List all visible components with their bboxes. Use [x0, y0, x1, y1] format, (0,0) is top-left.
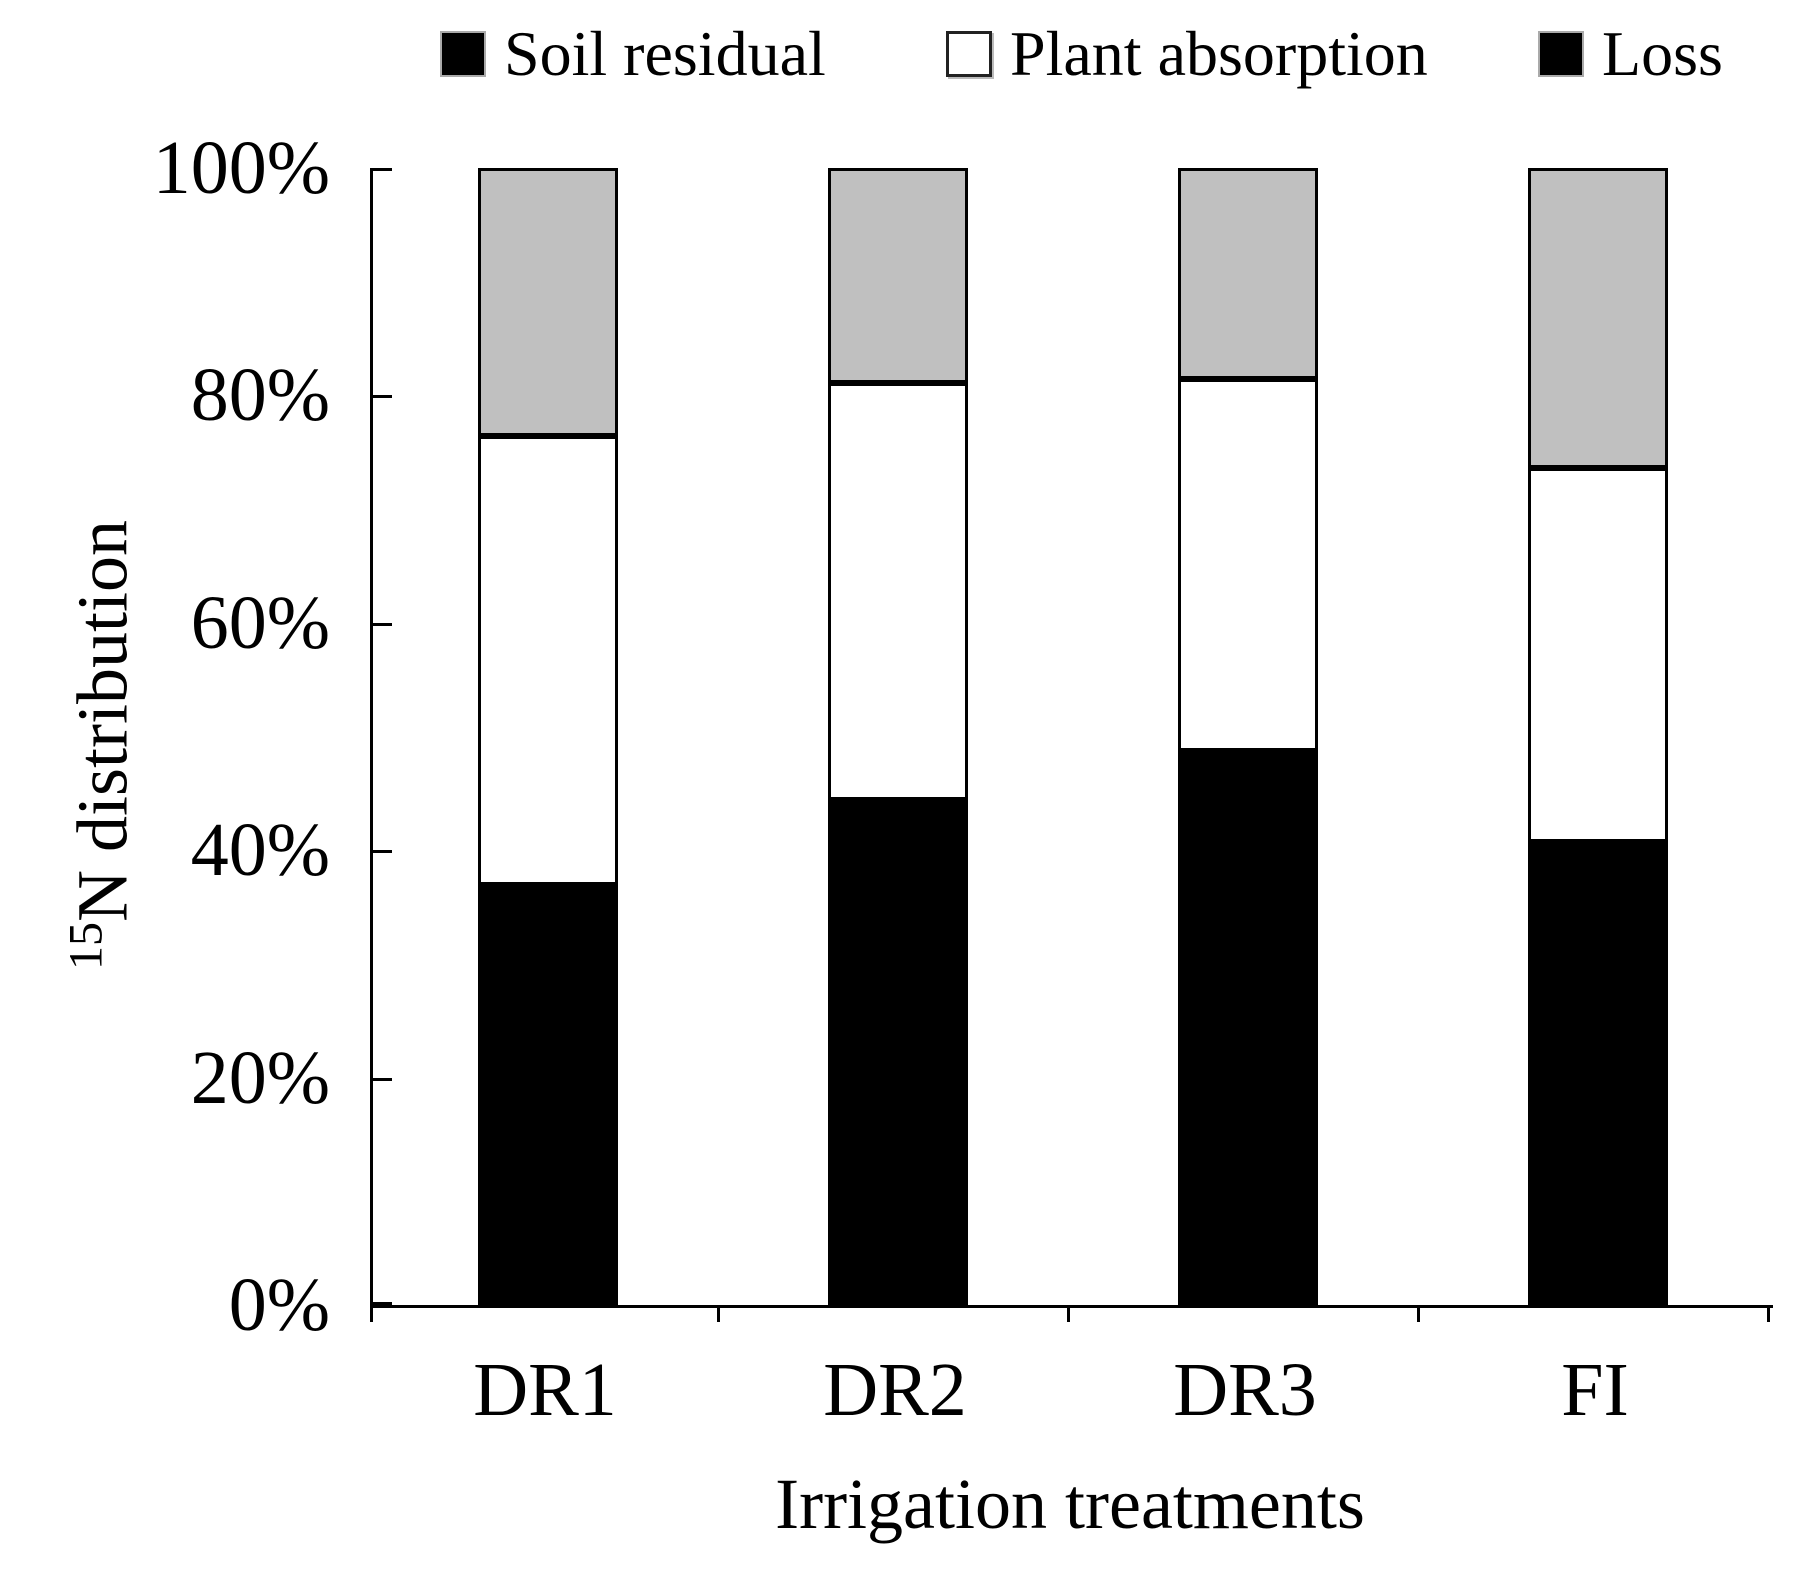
legend-item-plant-absorption: Plant absorption: [946, 18, 1428, 90]
legend-label-plant-absorption: Plant absorption: [1010, 18, 1428, 89]
legend-item-soil-residual: Soil residual: [440, 18, 826, 90]
x-tick-label-dr1: DR1: [473, 1348, 617, 1432]
bar-dr1-soil-residual-segment: [478, 885, 618, 1305]
x-axis-tick: [717, 1305, 720, 1322]
bar-dr3-soil-residual-segment: [1178, 751, 1318, 1305]
y-axis-tick: [370, 622, 392, 626]
x-axis-tick: [1067, 1305, 1070, 1322]
x-axis-tick: [1767, 1305, 1770, 1322]
y-axis-title-superscript: 15: [59, 922, 113, 971]
legend-swatch-soil-residual-icon: [440, 31, 486, 77]
bar-dr1: [478, 168, 618, 1305]
x-tick-label-dr3: DR3: [1173, 1348, 1317, 1432]
bar-dr3: [1178, 168, 1318, 1305]
legend-item-loss: Loss: [1538, 18, 1723, 90]
bar-dr1-plant-absorption-segment: [478, 436, 618, 886]
plot-area: [370, 168, 1773, 1308]
y-axis-tick: [370, 395, 392, 399]
bar-fi-loss-segment: [1528, 168, 1668, 469]
bar-dr2-loss-segment: [828, 168, 968, 383]
y-tick-label-20pct: 20%: [190, 1035, 330, 1120]
y-axis-tick: [370, 168, 392, 171]
y-tick-label-80pct: 80%: [190, 353, 330, 438]
y-tick-label-40pct: 40%: [190, 808, 330, 893]
y-tick-label-100pct: 100%: [152, 126, 330, 210]
x-tick-label-fi: FI: [1561, 1348, 1629, 1432]
legend-swatch-plant-absorption-icon: [946, 31, 992, 77]
legend-swatch-loss-icon: [1538, 31, 1584, 77]
y-axis-tick: [370, 1302, 392, 1305]
y-axis-tick: [370, 850, 392, 854]
x-axis-tick: [370, 1305, 373, 1322]
legend-label-loss: Loss: [1602, 18, 1723, 89]
bar-dr2-plant-absorption-segment: [828, 382, 968, 801]
y-axis-title: 15N distribution: [42, 177, 143, 1314]
y-axis-tick: [370, 1077, 392, 1081]
bar-fi-soil-residual-segment: [1528, 842, 1668, 1305]
bar-fi-plant-absorption-segment: [1528, 468, 1668, 843]
bar-dr2: [828, 168, 968, 1305]
x-axis-tick: [1417, 1305, 1420, 1322]
bar-dr3-plant-absorption-segment: [1178, 379, 1318, 752]
bar-dr1-loss-segment: [478, 168, 618, 437]
bar-dr3-loss-segment: [1178, 168, 1318, 380]
legend-label-soil-residual: Soil residual: [504, 18, 826, 89]
y-tick-label-0pct: 0%: [228, 1263, 330, 1347]
y-tick-label-60pct: 60%: [190, 580, 330, 665]
x-tick-label-dr2: DR2: [823, 1348, 967, 1432]
x-axis-title: Irrigation treatments: [775, 1464, 1365, 1544]
bar-fi: [1528, 168, 1668, 1305]
bar-dr2-soil-residual-segment: [828, 800, 968, 1305]
